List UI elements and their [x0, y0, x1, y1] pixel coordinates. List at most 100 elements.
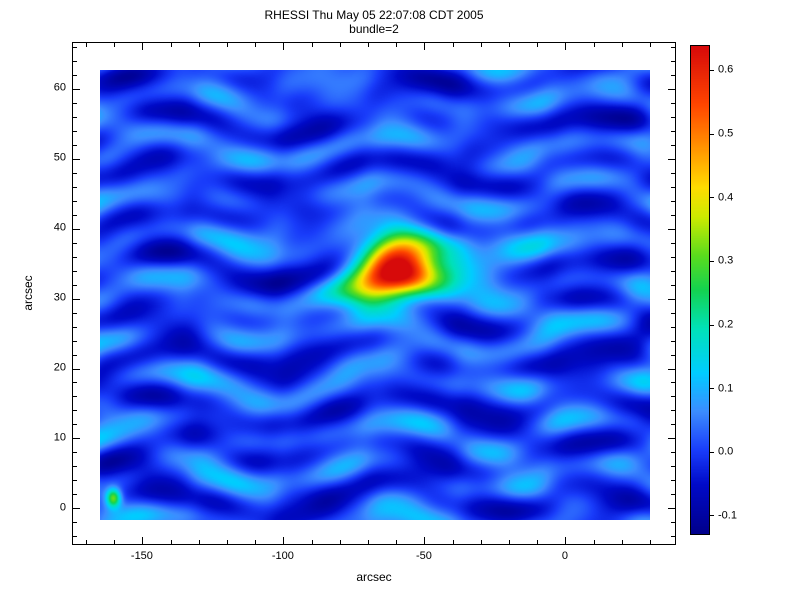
y-minor-tick	[73, 452, 77, 454]
y-minor-tick	[671, 396, 675, 398]
x-minor-tick	[170, 540, 172, 544]
y-tick-label: 20	[53, 361, 66, 374]
x-minor-tick	[480, 43, 482, 47]
y-minor-tick	[671, 256, 675, 258]
y-major-tick	[668, 368, 675, 370]
x-minor-tick	[339, 540, 341, 544]
colorbar-tick-label: 0.0	[718, 445, 734, 458]
y-major-tick	[668, 508, 675, 510]
x-minor-tick	[227, 540, 229, 544]
y-minor-tick	[671, 452, 675, 454]
x-minor-tick	[368, 540, 369, 544]
x-minor-tick	[170, 43, 172, 47]
y-minor-tick	[73, 186, 77, 188]
colorbar-tick	[710, 451, 714, 453]
y-minor-tick	[73, 46, 77, 48]
y-major-tick	[668, 228, 675, 230]
x-minor-tick	[509, 540, 510, 544]
colorbar-tick	[710, 388, 714, 390]
x-minor-tick	[537, 43, 539, 47]
y-tick-label: 60	[53, 81, 66, 94]
y-minor-tick	[671, 536, 675, 538]
y-minor-tick	[671, 60, 675, 62]
x-minor-tick	[255, 43, 257, 47]
y-major-tick	[668, 298, 675, 300]
y-minor-tick	[671, 326, 675, 328]
y-minor-tick	[671, 200, 675, 202]
x-major-tick	[142, 537, 144, 544]
y-major-tick	[73, 88, 80, 90]
colorbar-tick	[710, 133, 714, 135]
y-minor-tick	[671, 480, 675, 482]
y-minor-tick	[671, 340, 675, 342]
y-tick-label: 0	[59, 501, 66, 514]
y-minor-tick	[671, 354, 675, 356]
x-minor-tick	[621, 540, 623, 544]
heatmap-canvas	[100, 70, 650, 520]
y-minor-tick	[671, 102, 675, 104]
y-minor-tick	[73, 536, 77, 538]
y-major-tick	[668, 158, 675, 160]
y-minor-tick	[671, 214, 675, 216]
x-minor-tick	[198, 43, 200, 47]
x-minor-tick	[311, 43, 313, 47]
x-minor-tick	[227, 43, 229, 47]
y-minor-tick	[671, 284, 675, 286]
y-minor-tick	[671, 424, 675, 426]
chart-title: RHESSI Thu May 05 22:07:08 CDT 2005	[264, 8, 484, 22]
y-major-tick	[73, 298, 80, 300]
x-minor-tick	[368, 43, 369, 47]
colorbar-tick-label: -0.1	[718, 509, 737, 522]
colorbar-tick-label: 0.6	[718, 63, 734, 76]
y-major-tick	[668, 438, 675, 440]
y-minor-tick	[671, 116, 675, 118]
colorbar-tick-label: 0.4	[718, 191, 734, 204]
y-major-tick	[73, 228, 80, 230]
y-minor-tick	[671, 46, 675, 48]
colorbar	[690, 45, 710, 535]
y-minor-tick	[671, 494, 675, 496]
y-minor-tick	[73, 270, 77, 272]
y-minor-tick	[671, 242, 675, 244]
y-tick-label: 30	[53, 291, 66, 304]
y-major-tick	[668, 88, 675, 90]
y-major-tick	[73, 438, 80, 440]
y-minor-tick	[671, 410, 675, 412]
x-minor-tick	[480, 540, 482, 544]
y-minor-tick	[73, 172, 77, 174]
x-minor-tick	[114, 540, 116, 544]
y-tick-label: 50	[53, 151, 66, 164]
x-minor-tick	[86, 43, 88, 47]
y-minor-tick	[73, 144, 77, 146]
y-major-tick	[73, 508, 80, 510]
y-tick-label: 40	[53, 221, 66, 234]
y-minor-tick	[73, 130, 77, 132]
y-minor-tick	[73, 116, 77, 118]
y-major-tick	[73, 368, 80, 370]
y-minor-tick	[73, 340, 77, 342]
y-minor-tick	[73, 102, 77, 104]
x-major-tick	[142, 43, 144, 50]
x-minor-tick	[86, 540, 88, 544]
y-minor-tick	[73, 410, 77, 412]
y-axis-label: arcsec	[21, 275, 35, 311]
x-tick-label: -100	[271, 550, 294, 562]
colorbar-tick-label: 0.2	[718, 318, 734, 331]
plot-frame	[72, 42, 676, 545]
y-minor-tick	[73, 256, 77, 258]
y-tick-label: 10	[53, 431, 66, 444]
x-minor-tick	[339, 43, 341, 47]
y-minor-tick	[73, 466, 77, 468]
y-minor-tick	[73, 214, 77, 216]
x-minor-tick	[452, 43, 454, 47]
x-minor-tick	[452, 540, 454, 544]
y-minor-tick	[73, 424, 77, 426]
y-minor-tick	[73, 74, 77, 76]
x-minor-tick	[593, 43, 595, 47]
colorbar-tick	[710, 324, 714, 326]
colorbar-tick-label: 0.1	[718, 382, 734, 395]
x-minor-tick	[255, 540, 257, 544]
y-minor-tick	[671, 144, 675, 146]
x-axis-label: arcsec	[356, 570, 392, 584]
